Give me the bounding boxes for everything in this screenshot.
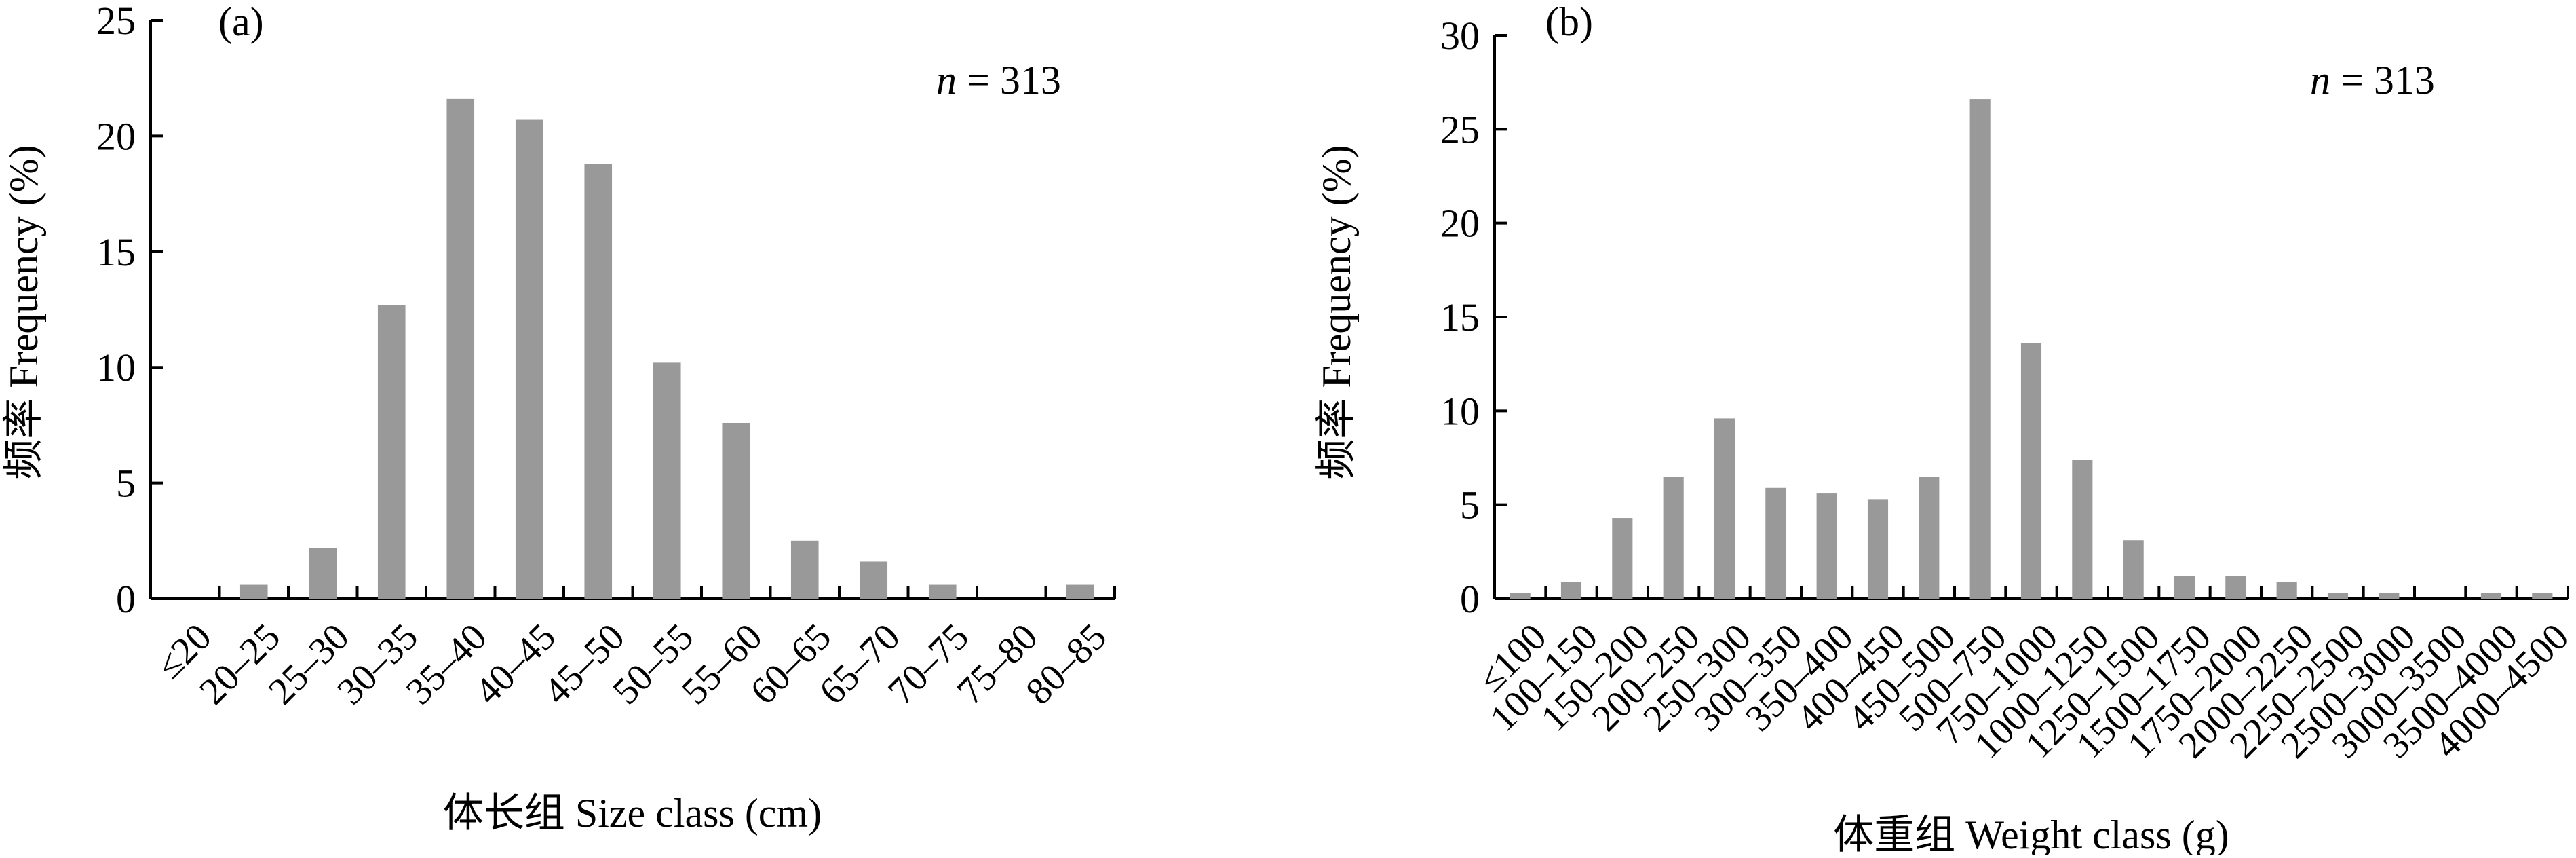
x-category-label: 25–30 bbox=[261, 616, 358, 713]
x-category-label: 75–80 bbox=[949, 616, 1046, 713]
y-tick-label: 15 bbox=[1440, 295, 1480, 339]
bar-2000–2250 bbox=[2276, 582, 2297, 599]
bar-100–150 bbox=[1560, 582, 1582, 599]
bar-450–500 bbox=[1919, 477, 1940, 599]
bar-35–40 bbox=[446, 98, 475, 599]
y-tick-label: 25 bbox=[1440, 107, 1480, 151]
bar-350–400 bbox=[1816, 493, 1837, 599]
bar-65–70 bbox=[860, 561, 888, 599]
bar-70–75 bbox=[928, 584, 957, 599]
x-category-label: 65–70 bbox=[811, 616, 908, 713]
y-tick-label: 0 bbox=[1460, 577, 1480, 621]
y-axis-title: 频率 Frequency (%) bbox=[1, 145, 46, 479]
x-category-label: 35–40 bbox=[398, 616, 495, 713]
sample-size-annotation: n = 313 bbox=[2310, 58, 2435, 102]
bar-1000–1250 bbox=[2072, 460, 2093, 599]
bar-200–250 bbox=[1663, 477, 1684, 599]
bar-400–450 bbox=[1867, 499, 1889, 599]
y-tick-label: 5 bbox=[1460, 483, 1480, 527]
x-axis-title: 体重组 Weight class (g) bbox=[1833, 813, 2229, 855]
y-tick-label: 30 bbox=[1440, 14, 1480, 58]
bar-60–65 bbox=[790, 540, 819, 599]
bar-≤100 bbox=[1510, 593, 1531, 599]
bar-1500–1750 bbox=[2174, 576, 2195, 599]
x-category-label: 55–60 bbox=[674, 616, 771, 713]
bar-1250–1500 bbox=[2123, 540, 2144, 599]
panel-label: (a) bbox=[218, 0, 264, 44]
bar-2250–2500 bbox=[2327, 593, 2349, 599]
x-category-label: 60–65 bbox=[742, 616, 839, 713]
panel-label: (b) bbox=[1545, 0, 1593, 44]
y-tick-label: 15 bbox=[96, 230, 136, 274]
x-category-label: 50–55 bbox=[604, 616, 701, 713]
bar-25–30 bbox=[309, 548, 337, 599]
y-tick-label: 20 bbox=[96, 114, 136, 158]
panel-b-weight-class-histogram: 051015202530≤100100–150150–200200–250250… bbox=[1314, 0, 2576, 857]
x-category-label: 70–75 bbox=[880, 616, 977, 713]
bar-80–85 bbox=[1066, 584, 1094, 599]
bar-2500–3000 bbox=[2379, 593, 2400, 599]
y-tick-label: 20 bbox=[1440, 202, 1480, 246]
bar-250–300 bbox=[1714, 418, 1735, 599]
x-category-label: 45–50 bbox=[536, 616, 633, 713]
y-tick-label: 5 bbox=[116, 462, 136, 506]
bar-45–50 bbox=[584, 164, 613, 599]
bar-1750–2000 bbox=[2225, 576, 2246, 599]
x-category-label: 30–35 bbox=[329, 616, 426, 713]
bar-50–55 bbox=[653, 362, 681, 599]
sample-size-annotation: n = 313 bbox=[936, 58, 1061, 102]
bar-20–25 bbox=[239, 584, 268, 599]
y-tick-label: 0 bbox=[116, 577, 136, 621]
x-category-label: 20–25 bbox=[191, 616, 288, 713]
x-category-label: 40–45 bbox=[467, 616, 564, 713]
bar-750–1000 bbox=[2020, 343, 2042, 599]
y-axis-title: 频率 Frequency (%) bbox=[1314, 145, 1359, 479]
bar-55–60 bbox=[722, 422, 750, 599]
bar-4000–4500 bbox=[2532, 593, 2553, 599]
bar-30–35 bbox=[377, 305, 406, 599]
x-category-label: 80–85 bbox=[1018, 616, 1115, 713]
y-tick-label: 25 bbox=[96, 0, 136, 43]
bar-300–350 bbox=[1765, 487, 1786, 599]
y-tick-label: 10 bbox=[1440, 389, 1480, 433]
bar-150–200 bbox=[1612, 518, 1633, 599]
y-tick-label: 10 bbox=[96, 346, 136, 390]
bar-500–750 bbox=[1969, 99, 1991, 599]
x-axis-title: 体长组 Size class (cm) bbox=[443, 791, 822, 836]
panel-a-size-class-histogram: 0510152025≤2020–2525–3030–3535–4040–4545… bbox=[1, 0, 1116, 836]
bar-3500–4000 bbox=[2480, 593, 2502, 599]
bar-40–45 bbox=[515, 119, 543, 599]
